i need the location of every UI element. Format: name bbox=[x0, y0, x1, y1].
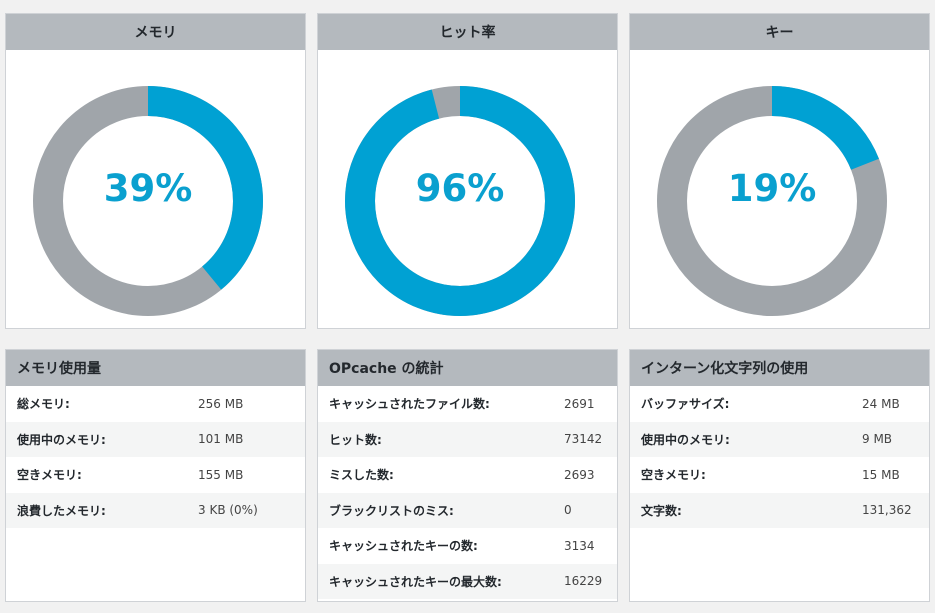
keys-donut bbox=[657, 86, 887, 316]
stat-label: 使用中のメモリ: bbox=[17, 432, 106, 447]
gauge-body: 96% bbox=[318, 50, 617, 328]
gauge-title: メモリ bbox=[6, 14, 305, 50]
gauge-arc bbox=[33, 86, 263, 316]
stat-value: 15 MB bbox=[862, 467, 900, 482]
stat-label: 使用中のメモリ: bbox=[641, 432, 730, 447]
stats-row: キャッシュされたファイル数: 2691 bbox=[318, 386, 617, 422]
gauge-body: 19% bbox=[630, 50, 929, 328]
gauge-arc bbox=[657, 86, 887, 316]
stat-label: 文字数: bbox=[641, 503, 682, 518]
card-title: インターン化文字列の使用 bbox=[630, 350, 929, 386]
gauge-title: ヒット率 bbox=[318, 14, 617, 50]
stat-label: ヒット数: bbox=[329, 432, 382, 447]
stat-value: 3134 bbox=[564, 538, 595, 553]
stat-value: 256 MB bbox=[198, 396, 244, 411]
keys-gauge-card: キー 19% bbox=[629, 13, 930, 329]
memory-usage-card: メモリ使用量 総メモリ: 256 MB 使用中のメモリ: 101 MB 空きメモリ:… bbox=[5, 349, 306, 602]
stats-row: 浪費したメモリ: 3 KB (0%) bbox=[6, 492, 305, 528]
stat-value: 2691 bbox=[564, 396, 595, 411]
stats-row: 使用中のメモリ: 101 MB bbox=[6, 421, 305, 457]
stat-value: 131,362 bbox=[862, 503, 912, 518]
stat-label: バッファサイズ: bbox=[641, 397, 730, 412]
hit-rate-donut bbox=[345, 86, 575, 316]
stat-label: キャッシュされたファイル数: bbox=[329, 397, 490, 412]
interned-strings-card: インターン化文字列の使用 バッファサイズ: 24 MB 使用中のメモリ: 9 MB … bbox=[629, 349, 930, 602]
stat-label: ミスした数: bbox=[329, 468, 394, 483]
gauge-percent: 39% bbox=[103, 167, 193, 210]
stat-label: ブラックリストのミス: bbox=[329, 503, 454, 518]
stat-label: キャッシュされたキーの最大数: bbox=[329, 574, 502, 589]
stat-value: 24 MB bbox=[862, 396, 900, 411]
gauge-title: キー bbox=[630, 14, 929, 50]
memory-donut bbox=[33, 86, 263, 316]
stat-label: 空きメモリ: bbox=[17, 468, 82, 483]
stat-label: 空きメモリ: bbox=[641, 468, 706, 483]
stat-value: 9 MB bbox=[862, 432, 893, 447]
stat-label: 浪費したメモリ: bbox=[17, 503, 106, 518]
stat-label: キャッシュされたキーの数: bbox=[329, 539, 478, 554]
card-title: OPcache の統計 bbox=[318, 350, 617, 386]
stat-value: 0 bbox=[564, 503, 572, 518]
opcache-stats-card: OPcache の統計 キャッシュされたファイル数: 2691 ヒット数: 7314… bbox=[317, 349, 618, 602]
stat-label: 総メモリ: bbox=[17, 397, 70, 412]
stat-value: 73142 bbox=[564, 432, 603, 447]
stats-row: キャッシュされたキーの数: 3134 bbox=[318, 528, 617, 564]
stat-value: 3 KB (0%) bbox=[198, 503, 258, 518]
stats-row: バッファサイズ: 24 MB bbox=[630, 386, 929, 422]
stats-row: 空きメモリ: 155 MB bbox=[6, 457, 305, 493]
stat-value: 155 MB bbox=[198, 467, 244, 482]
stat-value: 101 MB bbox=[198, 432, 244, 447]
stats-row: ブラックリストのミス: 0 bbox=[318, 492, 617, 528]
stats-row: ヒット数: 73142 bbox=[318, 421, 617, 457]
stat-value: 2693 bbox=[564, 467, 595, 482]
gauge-body: 39% bbox=[6, 50, 305, 328]
gauge-arc bbox=[345, 86, 575, 316]
stats-row: 使用中のメモリ: 9 MB bbox=[630, 421, 929, 457]
hit-rate-gauge-card: ヒット率 96% bbox=[317, 13, 618, 329]
gauge-percent: 19% bbox=[727, 167, 817, 210]
stats-row: 空きメモリ: 15 MB bbox=[630, 457, 929, 493]
stats-list: 総メモリ: 256 MB 使用中のメモリ: 101 MB 空きメモリ: 155 MB … bbox=[6, 386, 305, 528]
stats-list: バッファサイズ: 24 MB 使用中のメモリ: 9 MB 空きメモリ: 15 MB 文… bbox=[630, 386, 929, 528]
memory-gauge-card: メモリ 39% bbox=[5, 13, 306, 329]
stats-list: キャッシュされたファイル数: 2691 ヒット数: 73142 ミスした数: 2693… bbox=[318, 386, 617, 599]
stats-row: キャッシュされたキーの最大数: 16229 bbox=[318, 563, 617, 599]
stats-row: 文字数: 131,362 bbox=[630, 492, 929, 528]
card-title: メモリ使用量 bbox=[6, 350, 305, 386]
stats-row: ミスした数: 2693 bbox=[318, 457, 617, 493]
gauge-percent: 96% bbox=[415, 167, 505, 210]
stats-row: 総メモリ: 256 MB bbox=[6, 386, 305, 422]
stat-value: 16229 bbox=[564, 574, 603, 589]
